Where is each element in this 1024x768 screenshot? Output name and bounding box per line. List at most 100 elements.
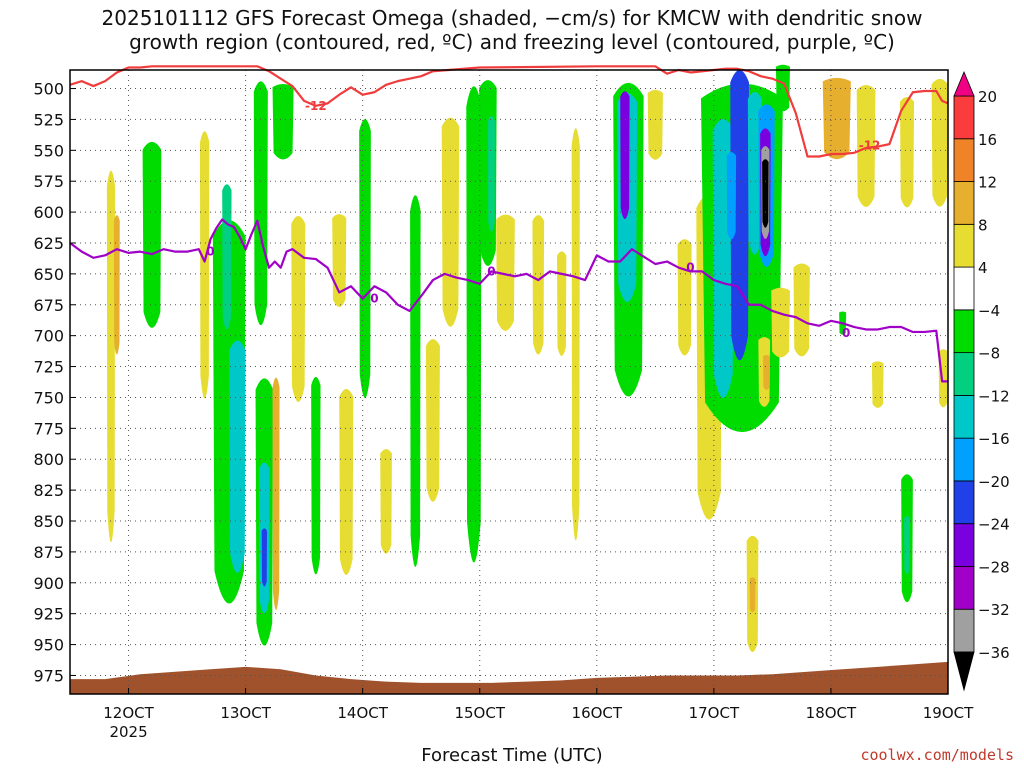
colorbar-label: −12 [978, 387, 1010, 405]
omega-region [762, 159, 769, 228]
omega-region [677, 239, 692, 356]
y-tick-label: 875 [33, 543, 64, 562]
y-tick-label: 750 [33, 388, 64, 407]
colorbar-segment [953, 95, 975, 140]
freezing-level-label: 0 [370, 292, 378, 306]
omega-region [763, 354, 771, 390]
omega-region [272, 377, 280, 610]
colorbar-segment [953, 566, 975, 610]
freezing-level-line [69, 218, 948, 383]
colorbar-label: −20 [978, 473, 1010, 491]
colorbar-label: −36 [978, 644, 1010, 662]
colorbar-segment [953, 352, 975, 396]
omega-region [496, 214, 515, 331]
omega-region [793, 263, 810, 357]
contour-layer: 0 0 0 0 0 -12 -12 [69, 65, 949, 383]
dgz-label: -12 [305, 99, 327, 113]
y-tick-label: 975 [33, 666, 64, 685]
omega-region [487, 115, 495, 232]
omega-region [291, 216, 306, 402]
terrain-layer [70, 661, 948, 694]
omega-region [253, 81, 268, 326]
colorbar-label: −24 [978, 516, 1010, 534]
omega-region [113, 215, 120, 355]
omega-region [311, 376, 321, 575]
colorbar-bottom-arrow [953, 651, 975, 692]
omega-region [730, 70, 749, 361]
colorbar-label: −28 [978, 558, 1010, 576]
colorbar-segment [953, 138, 975, 182]
x-tick-label: 19OCT [923, 704, 974, 722]
colorbar-label: 8 [978, 216, 988, 234]
x-tick-label: 14OCT [337, 704, 388, 722]
title-line-1: 2025101112 GFS Forecast Omega (shaded, −… [101, 6, 923, 30]
omega-region [771, 287, 790, 358]
omega-region [726, 152, 737, 240]
y-tick-label: 725 [33, 358, 64, 377]
colorbar: −36 −32 −28 −24 −20 −16 −12 −8 −4 4 8 12 16 20 [953, 70, 1010, 692]
x-tick-label: 13OCT [220, 704, 271, 722]
omega-region [856, 84, 876, 207]
omega-region [532, 215, 545, 355]
credit-text: coolwx.com/models [860, 746, 1014, 764]
colorbar-label: −16 [978, 430, 1010, 448]
omega-region [556, 251, 567, 356]
omega-region [222, 184, 232, 330]
colorbar-segment [953, 266, 975, 311]
omega-shading-layer [106, 64, 948, 652]
y-tick-label: 925 [33, 605, 64, 624]
axes-layer: 500 525 550 575 600 625 650 675 700 725 750 775 800 8… [33, 69, 974, 741]
omega-region [904, 516, 910, 575]
colorbar-label: −8 [978, 345, 1000, 363]
y-tick-label: 525 [33, 110, 64, 129]
y-tick-label: 900 [33, 574, 64, 593]
colorbar-label: 12 [978, 174, 997, 192]
colorbar-label: 16 [978, 131, 997, 149]
freezing-level-label: 0 [686, 261, 694, 275]
colorbar-label: 4 [978, 259, 988, 277]
y-tick-label: 500 [33, 80, 64, 99]
x-tick-label: 18OCT [806, 704, 857, 722]
y-tick-label: 600 [33, 203, 64, 222]
x-tick-label: 12OCT [103, 704, 154, 722]
x-axis-title: Forecast Time (UTC) [421, 745, 603, 766]
title-line-2: growth region (contoured, red, ºC) and f… [129, 30, 895, 54]
omega-region [571, 128, 580, 541]
colorbar-label: −32 [978, 601, 1010, 619]
omega-region [425, 339, 440, 502]
omega-region [775, 64, 790, 112]
omega-region [620, 91, 630, 220]
chart-title: 2025101112 GFS Forecast Omega (shaded, −… [0, 6, 1024, 54]
colorbar-segment [953, 181, 975, 225]
omega-region [229, 340, 246, 573]
omega-region [410, 195, 421, 567]
y-tick-label: 575 [33, 172, 64, 191]
freezing-level-label: 0 [487, 264, 495, 278]
y-tick-label: 675 [33, 296, 64, 315]
omega-region [647, 90, 663, 160]
omega-region [106, 170, 116, 543]
omega-region [142, 141, 162, 328]
omega-region [747, 91, 762, 255]
colorbar-label: 20 [978, 88, 997, 106]
y-tick-label: 950 [33, 636, 64, 655]
omega-region [822, 77, 851, 160]
x-year-label: 2025 [109, 723, 147, 741]
colorbar-label: −4 [978, 302, 1000, 320]
y-tick-label: 825 [33, 481, 64, 500]
omega-region [339, 389, 354, 575]
omega-region [441, 117, 460, 327]
colorbar-segment [953, 523, 975, 567]
y-tick-label: 625 [33, 234, 64, 253]
colorbar-segment [953, 309, 975, 354]
x-tick-label: 15OCT [454, 704, 505, 722]
omega-region [272, 83, 294, 160]
omega-region [380, 449, 392, 554]
terrain-fill [70, 661, 948, 694]
freezing-level-label: 0 [842, 326, 850, 340]
dgz-label: -12 [859, 138, 881, 152]
omega-region [466, 86, 482, 563]
x-tick-label: 16OCT [572, 704, 623, 722]
colorbar-segment [953, 608, 975, 653]
